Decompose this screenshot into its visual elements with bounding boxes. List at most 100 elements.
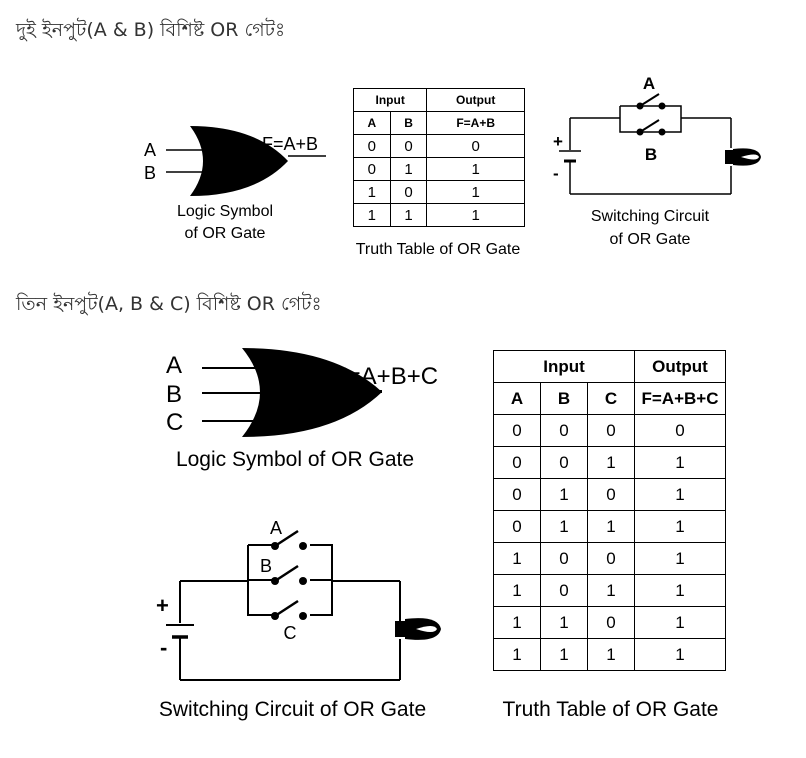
switch-b-icon <box>636 119 666 136</box>
circuit1-caption-line1: Switching Circuit <box>590 208 710 225</box>
cell: 1 <box>389 203 428 227</box>
table-row: 0 1 0 1 <box>493 478 726 511</box>
or-gate-2-symbol: A B F=A+B <box>144 126 326 196</box>
th-col-a: A <box>493 382 541 415</box>
cell: 1 <box>540 478 588 511</box>
switching-circuit-2: A B + - <box>553 74 761 195</box>
switch-a-icon <box>636 93 666 110</box>
or-gate-3-symbol: A B C F=A+B+C <box>166 348 438 437</box>
cell: 1 <box>634 606 726 639</box>
or-gate-body <box>190 126 288 196</box>
cell: 1 <box>540 510 588 543</box>
cell: 0 <box>389 134 428 158</box>
switching-circuit-3: A B C + - <box>156 518 441 681</box>
switch-b-label: B <box>645 145 657 164</box>
cell: 0 <box>389 180 428 204</box>
switch-c-label: C <box>284 623 297 643</box>
th-col-b: B <box>389 111 428 135</box>
cell: 0 <box>493 510 541 543</box>
minus-label: - <box>160 635 167 660</box>
cell: 1 <box>426 180 525 204</box>
th-output: Output <box>634 350 726 383</box>
cell: 0 <box>540 574 588 607</box>
cell: 1 <box>426 157 525 181</box>
cell: 0 <box>493 414 541 447</box>
th-input: Input <box>493 350 635 383</box>
section2-heading: তিন ইনপুট(A, B & C) বিশিষ্ট OR গেটঃ <box>16 293 322 315</box>
truth-table-3: Input Output A B C F=A+B+C 0 0 0 0 0 0 1… <box>493 350 726 671</box>
table-row: 1 0 0 1 <box>493 542 726 575</box>
switch-c-icon <box>271 599 307 620</box>
input-b-label: B <box>144 163 156 183</box>
cell: 1 <box>587 510 635 543</box>
table-row: 0 0 0 0 <box>493 414 726 447</box>
output-label: F=A+B <box>262 134 318 154</box>
lamp-icon <box>395 618 441 640</box>
cell: 0 <box>540 446 588 479</box>
cell: 1 <box>634 574 726 607</box>
cell: 0 <box>493 478 541 511</box>
cell: 1 <box>540 638 588 671</box>
cell: 1 <box>634 638 726 671</box>
table-row: 1 0 1 1 <box>493 574 726 607</box>
cell: 0 <box>587 478 635 511</box>
cell: 1 <box>493 574 541 607</box>
cell: 1 <box>634 478 726 511</box>
table-row: 1 0 1 <box>353 180 525 204</box>
circuit1-caption-line2: of OR Gate <box>609 231 691 248</box>
cell: 1 <box>353 203 391 227</box>
table-row: 1 1 1 <box>353 203 525 227</box>
plus-label: + <box>553 132 563 151</box>
section1-heading: দুই ইনপুট(A & B) বিশিষ্ট OR গেটঃ <box>16 19 286 41</box>
table-row: 0 0 0 <box>353 134 525 158</box>
cell: 1 <box>587 446 635 479</box>
cell: 1 <box>540 606 588 639</box>
or-gate-body <box>242 348 382 437</box>
cell: 0 <box>587 606 635 639</box>
switch-b-label: B <box>260 556 272 576</box>
cell: 1 <box>587 574 635 607</box>
symbol1-caption-line1: Logic Symbol <box>176 203 274 220</box>
cell: 0 <box>587 542 635 575</box>
cell: 0 <box>540 414 588 447</box>
input-a-label: A <box>144 140 156 160</box>
plus-label: + <box>156 593 169 618</box>
output-label: F=A+B+C <box>332 363 438 390</box>
cell: 1 <box>587 638 635 671</box>
cell: 1 <box>493 638 541 671</box>
truth-table-3-caption: Truth Table of OR Gate <box>502 698 719 721</box>
circuit2-caption: Switching Circuit of OR Gate <box>158 698 427 721</box>
cell: 0 <box>540 542 588 575</box>
cell: 1 <box>353 180 391 204</box>
cell: 1 <box>634 510 726 543</box>
switch-a-label: A <box>643 74 655 93</box>
cell: 0 <box>587 414 635 447</box>
cell: 0 <box>353 157 391 181</box>
table-row: 1 1 1 1 <box>493 638 726 671</box>
cell: 0 <box>353 134 391 158</box>
switch-a-icon <box>271 529 307 550</box>
lamp-icon <box>725 148 761 166</box>
th-input: Input <box>352 88 428 112</box>
th-col-f: F=A+B+C <box>634 382 726 415</box>
th-col-c: C <box>587 382 635 415</box>
cell: 1 <box>493 606 541 639</box>
cell: 1 <box>426 203 525 227</box>
symbol1-caption-line2: of OR Gate <box>184 225 266 242</box>
cell: 1 <box>634 446 726 479</box>
symbol2-caption: Logic Symbol of OR Gate <box>175 448 415 471</box>
input-c-label: C <box>166 409 183 436</box>
input-b-label: B <box>166 381 182 408</box>
th-col-f: F=A+B <box>426 111 525 135</box>
th-col-b: B <box>540 382 588 415</box>
th-col-a: A <box>353 111 391 135</box>
cell: 0 <box>634 414 726 447</box>
table-row: 0 1 1 <box>353 157 525 181</box>
switch-b-icon <box>271 564 307 585</box>
symbol1-caption: Logic Symbol of OR Gate <box>150 201 300 245</box>
cell: 1 <box>389 157 428 181</box>
cell: 1 <box>493 542 541 575</box>
switch-a-label: A <box>270 518 282 538</box>
truth-table-2: Input Output A B F=A+B 0 0 0 0 1 1 1 0 1… <box>352 88 525 227</box>
table-row: 0 0 1 1 <box>493 446 726 479</box>
